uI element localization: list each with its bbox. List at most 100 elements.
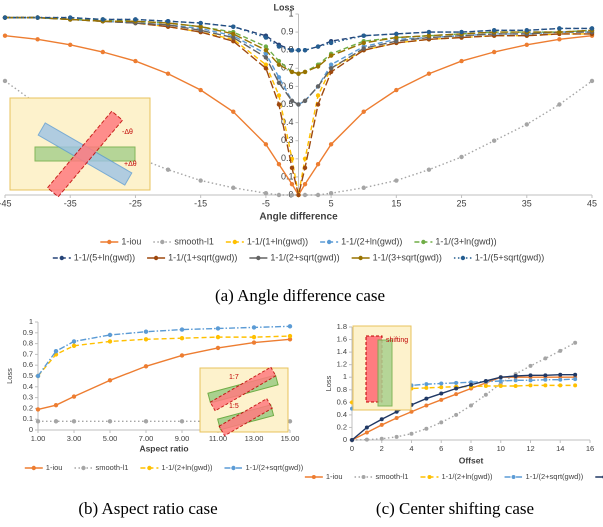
legend-label: smooth-l1 (174, 236, 214, 246)
data-point (379, 436, 384, 441)
data-point (491, 49, 497, 55)
data-point (215, 334, 221, 340)
series-line (351, 374, 576, 441)
data-point (215, 326, 221, 331)
data-point (143, 419, 149, 424)
y-tick-label: 0.9 (281, 26, 294, 36)
y-axis-label: Loss (324, 375, 333, 391)
data-point (179, 353, 185, 358)
data-point (543, 383, 548, 388)
data-point (165, 167, 171, 172)
y-tick-label: 1 (343, 372, 347, 381)
legend-marker (147, 465, 152, 471)
x-tick-label: 45 (587, 198, 597, 208)
legend-label: 1-1/(3+ln(gwd)) (435, 236, 496, 246)
data-point (263, 44, 269, 49)
data-point (71, 343, 77, 348)
y-tick-label: 0.5 (281, 99, 294, 109)
inset-illustration: -Δθ +Δθ (9, 97, 151, 198)
data-point (263, 48, 269, 53)
y-tick-label: 1.4 (337, 347, 347, 356)
data-point (513, 373, 518, 378)
x-tick-label: 4 (409, 444, 413, 453)
data-point (100, 17, 106, 22)
legend-marker (231, 465, 236, 471)
data-point (231, 35, 236, 40)
series-line (351, 342, 576, 441)
data-point (251, 340, 257, 345)
data-point (2, 78, 8, 84)
data-point (350, 438, 354, 442)
y-tick-label: 0.8 (23, 339, 33, 348)
x-tick-label: 7.00 (139, 434, 154, 443)
data-point (424, 382, 429, 387)
data-point (454, 412, 459, 417)
data-point (35, 407, 41, 412)
data-point (328, 142, 334, 147)
y-tick-label: 0.6 (23, 360, 33, 369)
data-point (439, 397, 444, 402)
data-point (394, 35, 399, 40)
data-point (143, 337, 149, 342)
x-tick-label: 16 (586, 444, 594, 453)
y-tick-label: 0.5 (23, 371, 33, 380)
data-point (289, 192, 295, 198)
data-point (315, 93, 321, 98)
data-point (71, 419, 77, 424)
data-point (287, 419, 293, 424)
x-tick-label: 5.00 (103, 434, 118, 443)
x-tick-label: 5 (329, 198, 334, 208)
x-tick-label: -5 (262, 198, 270, 208)
data-point (454, 392, 459, 397)
legend-label: smooth-l1 (376, 472, 409, 481)
data-point (328, 40, 334, 46)
legend-marker (31, 465, 36, 471)
y-tick-label: 0.2 (337, 422, 347, 431)
x-tick-label: 9.00 (175, 434, 190, 443)
data-point (276, 62, 282, 67)
data-point (71, 339, 77, 344)
y-tick-label: 0.6 (337, 397, 347, 406)
legend-marker (460, 255, 466, 261)
legend-label: smooth-l1 (95, 463, 128, 472)
data-point (107, 419, 113, 424)
data-point (107, 378, 113, 383)
data-point (379, 417, 384, 422)
data-point (263, 62, 269, 67)
data-point (557, 26, 562, 31)
annotation: +Δθ (124, 161, 137, 168)
x-tick-label: -35 (64, 198, 77, 208)
legend-label: 1-1/(1+sqrt(gwd)) (168, 252, 237, 262)
data-point (364, 425, 369, 430)
x-tick-label: -45 (0, 198, 12, 208)
y-tick-label: 1.6 (337, 335, 347, 344)
x-axis-label: Angle difference (259, 212, 338, 223)
data-point (469, 382, 473, 387)
data-point (483, 392, 488, 397)
data-point (558, 372, 563, 377)
data-point (71, 394, 77, 399)
data-point (426, 33, 432, 38)
data-point (302, 98, 308, 104)
data-point (251, 325, 257, 330)
data-point (361, 185, 366, 190)
data-point (276, 162, 282, 167)
y-tick-label: 0.7 (23, 349, 33, 358)
data-point (424, 403, 429, 408)
inset-illustration: 1:7 1:5 (199, 366, 289, 437)
data-point (426, 29, 432, 35)
data-point (491, 28, 497, 33)
y-tick-label: 1 (288, 8, 293, 18)
x-tick-label: 25 (457, 198, 467, 208)
y-tick-label: 0.2 (23, 403, 33, 412)
data-point (315, 84, 321, 89)
data-point (498, 384, 503, 389)
data-point (459, 29, 464, 35)
data-point (53, 419, 59, 424)
data-point (198, 87, 203, 93)
data-point (231, 24, 236, 29)
x-tick-label: 12 (526, 444, 534, 453)
data-point (469, 403, 473, 408)
data-point (296, 48, 301, 53)
data-point (35, 15, 40, 20)
